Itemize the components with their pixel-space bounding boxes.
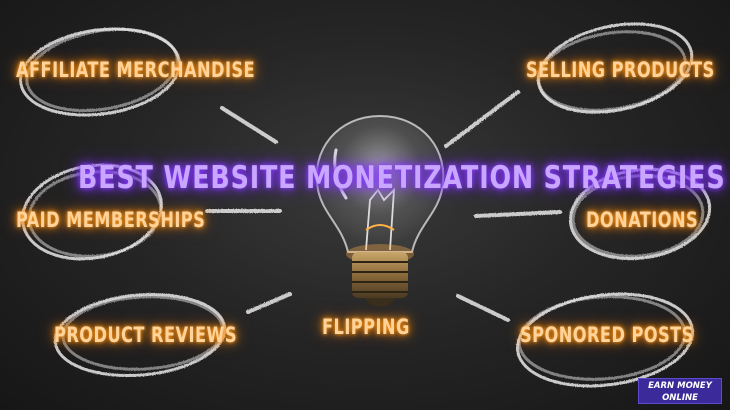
brand-line-2: ONLINE bbox=[662, 393, 698, 403]
oval-sponsored bbox=[515, 292, 695, 388]
brand-line-1: EARN MONEY bbox=[648, 381, 712, 391]
label-paid-memberships: PAID MEMBERSHIPS bbox=[16, 208, 206, 232]
light-bulb-icon bbox=[315, 114, 445, 306]
label-selling-products: SELLING PRODUCTS bbox=[526, 58, 715, 82]
headline: BEST WEBSITE MONETIZATION STRATEGIES bbox=[78, 160, 726, 196]
label-sponsored-posts: SPONORED POSTS bbox=[520, 323, 694, 347]
oval-memberships bbox=[21, 163, 163, 261]
label-affiliate-merchandise: AFFILIATE MERCHANDISE bbox=[16, 58, 256, 82]
brand-logo: EARN MONEY ONLINE bbox=[638, 378, 722, 404]
oval-reviews bbox=[53, 292, 227, 378]
oval-donations bbox=[568, 167, 712, 261]
label-product-reviews: PRODUCT REVIEWS bbox=[54, 323, 237, 347]
label-flipping: FLIPPING bbox=[322, 315, 410, 339]
label-donations: DONATIONS bbox=[586, 208, 699, 232]
